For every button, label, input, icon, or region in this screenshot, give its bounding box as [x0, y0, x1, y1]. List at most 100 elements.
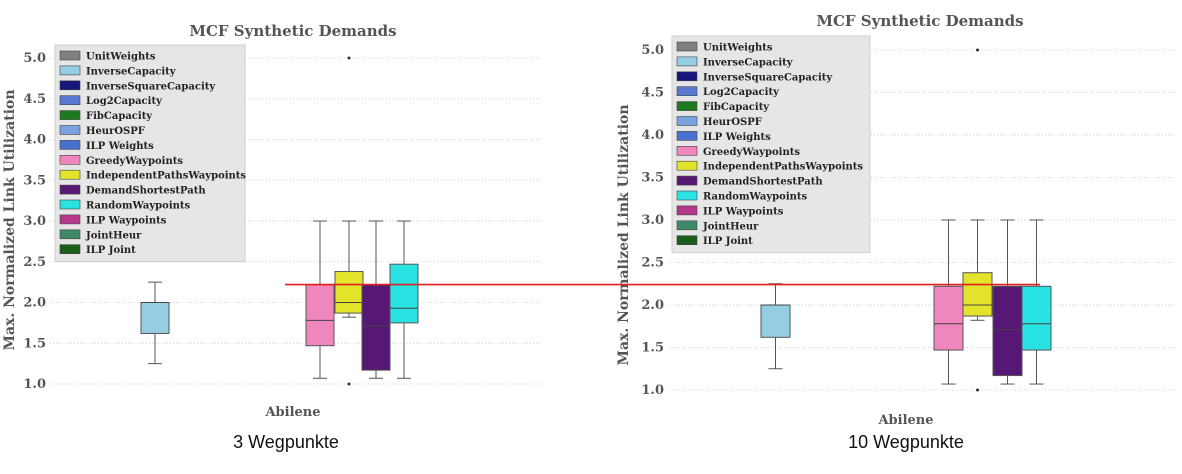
caption-right: 10 Wegpunkte	[848, 432, 964, 452]
y-tick-label: 3.5	[641, 171, 664, 186]
box-body	[389, 263, 419, 324]
chart-panel-1: 1.0 1.5 2.0 2.5 3.0 3.5 4.0 4.5 5.0 MCF Synthetic…	[2, 22, 540, 420]
legend-swatch	[59, 140, 81, 150]
legend-frame	[671, 35, 871, 254]
legend-entry: IndependentPathsWaypoints	[86, 171, 246, 182]
y-tick-label: 1.0	[641, 383, 664, 398]
y-tick-label: 4.5	[641, 86, 664, 101]
legend-entry: ILP Waypoints	[86, 215, 167, 226]
legend-swatch	[676, 56, 698, 67]
y-tick-label: 1.5	[23, 336, 46, 351]
legend-entry: IndependentPathsWaypoints	[703, 162, 863, 173]
legend-swatch	[676, 71, 698, 82]
y-tick-label: 1.0	[23, 377, 46, 392]
legend-swatch	[59, 229, 81, 240]
legend-swatch	[59, 80, 81, 91]
chart-title: MCF Synthetic Demands	[189, 22, 396, 40]
y-tick-label: 3.0	[641, 213, 664, 228]
legend-entry: ILP Weights	[703, 132, 771, 143]
legend-frame	[54, 44, 246, 263]
y-axis-label: Max. Normalized Link Utilization	[616, 104, 632, 365]
legend-swatch	[59, 125, 81, 135]
legend-swatch	[676, 101, 698, 111]
legend-swatch	[676, 41, 698, 52]
x-category-label: Abilene	[877, 413, 933, 428]
x-category-label: Abilene	[264, 405, 320, 420]
legend-entry: FibCapacity	[86, 111, 153, 122]
outlier-point	[976, 48, 979, 52]
legend-swatch	[676, 160, 698, 171]
legend-entry: ILP Weights	[86, 141, 154, 152]
outlier-point	[347, 56, 351, 60]
box-greedywaypoints	[305, 220, 335, 379]
box-body	[760, 304, 791, 338]
legend-swatch	[676, 205, 698, 216]
legend-swatch	[59, 110, 81, 120]
legend-entry: DemandShortestPath	[703, 177, 823, 188]
y-tick-label: 3.0	[23, 214, 46, 229]
legend-entry: HeurOSPF	[86, 126, 145, 137]
legend-entry: ILP Waypoints	[703, 206, 784, 217]
legend-swatch	[59, 184, 81, 195]
legend-swatch	[59, 169, 81, 180]
outlier-point	[347, 382, 351, 386]
legend-swatch	[676, 116, 698, 126]
legend-entry: JointHeur	[85, 230, 142, 241]
legend-swatch	[59, 199, 81, 210]
box-randomwaypoints	[389, 220, 419, 379]
legend-entry: RandomWaypoints	[86, 201, 191, 212]
legend-entry: JointHeur	[702, 221, 759, 232]
legend-swatch	[676, 220, 698, 231]
legend-swatch	[59, 95, 81, 105]
legend-swatch	[676, 235, 698, 245]
legend-swatch	[59, 244, 81, 254]
y-tick-label: 4.5	[23, 92, 46, 107]
y-axis-label: Max. Normalized Link Utilization	[2, 89, 18, 350]
box-independentpathswaypoints	[334, 56, 364, 386]
legend-entry: InverseSquareCapacity	[86, 81, 216, 92]
box-body	[361, 284, 391, 371]
legend: UnitWeights InverseCapacity InverseSquareC…	[54, 44, 246, 263]
y-tick-label: 2.0	[641, 298, 664, 313]
legend-swatch	[59, 65, 81, 76]
box-body	[1021, 285, 1052, 351]
box-demandshortestpath	[992, 219, 1023, 385]
legend-entry: InverseCapacity	[703, 57, 794, 68]
legend-swatch	[59, 50, 81, 61]
legend-entry: ILP Joint	[86, 245, 136, 256]
legend-swatch	[676, 131, 698, 141]
box-body	[305, 284, 335, 347]
legend-entry: GreedyWaypoints	[86, 156, 183, 167]
box-independentpathswaypoints	[962, 48, 993, 392]
legend-entry: DemandShortestPath	[86, 186, 206, 197]
legend-swatch	[676, 146, 698, 156]
legend-swatch	[59, 214, 81, 225]
y-tick-label: 2.0	[23, 296, 46, 311]
legend-entry: GreedyWaypoints	[703, 147, 800, 158]
legend-swatch	[676, 86, 698, 96]
box-body	[334, 271, 364, 314]
legend-entry: ILP Joint	[703, 236, 753, 247]
y-tick-label: 5.0	[23, 51, 46, 66]
legend-entry: RandomWaypoints	[703, 192, 808, 203]
caption-left: 3 Wegpunkte	[233, 432, 339, 452]
box-body	[140, 302, 170, 334]
y-tick-label: 3.5	[23, 173, 46, 188]
legend-entry: FibCapacity	[703, 102, 770, 113]
y-tick-label: 2.5	[23, 255, 46, 270]
legend-entry: InverseCapacity	[86, 66, 177, 77]
box-inversecapacity	[760, 283, 791, 370]
legend-entry: Log2Capacity	[703, 87, 780, 98]
box-inversecapacity	[140, 281, 170, 365]
legend-entry: InverseSquareCapacity	[703, 72, 833, 83]
y-tick-label: 2.5	[641, 256, 664, 271]
box-body	[933, 285, 964, 351]
legend-swatch	[676, 190, 698, 201]
legend-entry: UnitWeights	[703, 43, 773, 54]
y-tick-label: 5.0	[641, 43, 664, 58]
box-greedywaypoints	[933, 219, 964, 385]
y-tick-label: 1.5	[641, 341, 664, 356]
outlier-point	[976, 388, 979, 392]
box-body	[992, 285, 1023, 377]
